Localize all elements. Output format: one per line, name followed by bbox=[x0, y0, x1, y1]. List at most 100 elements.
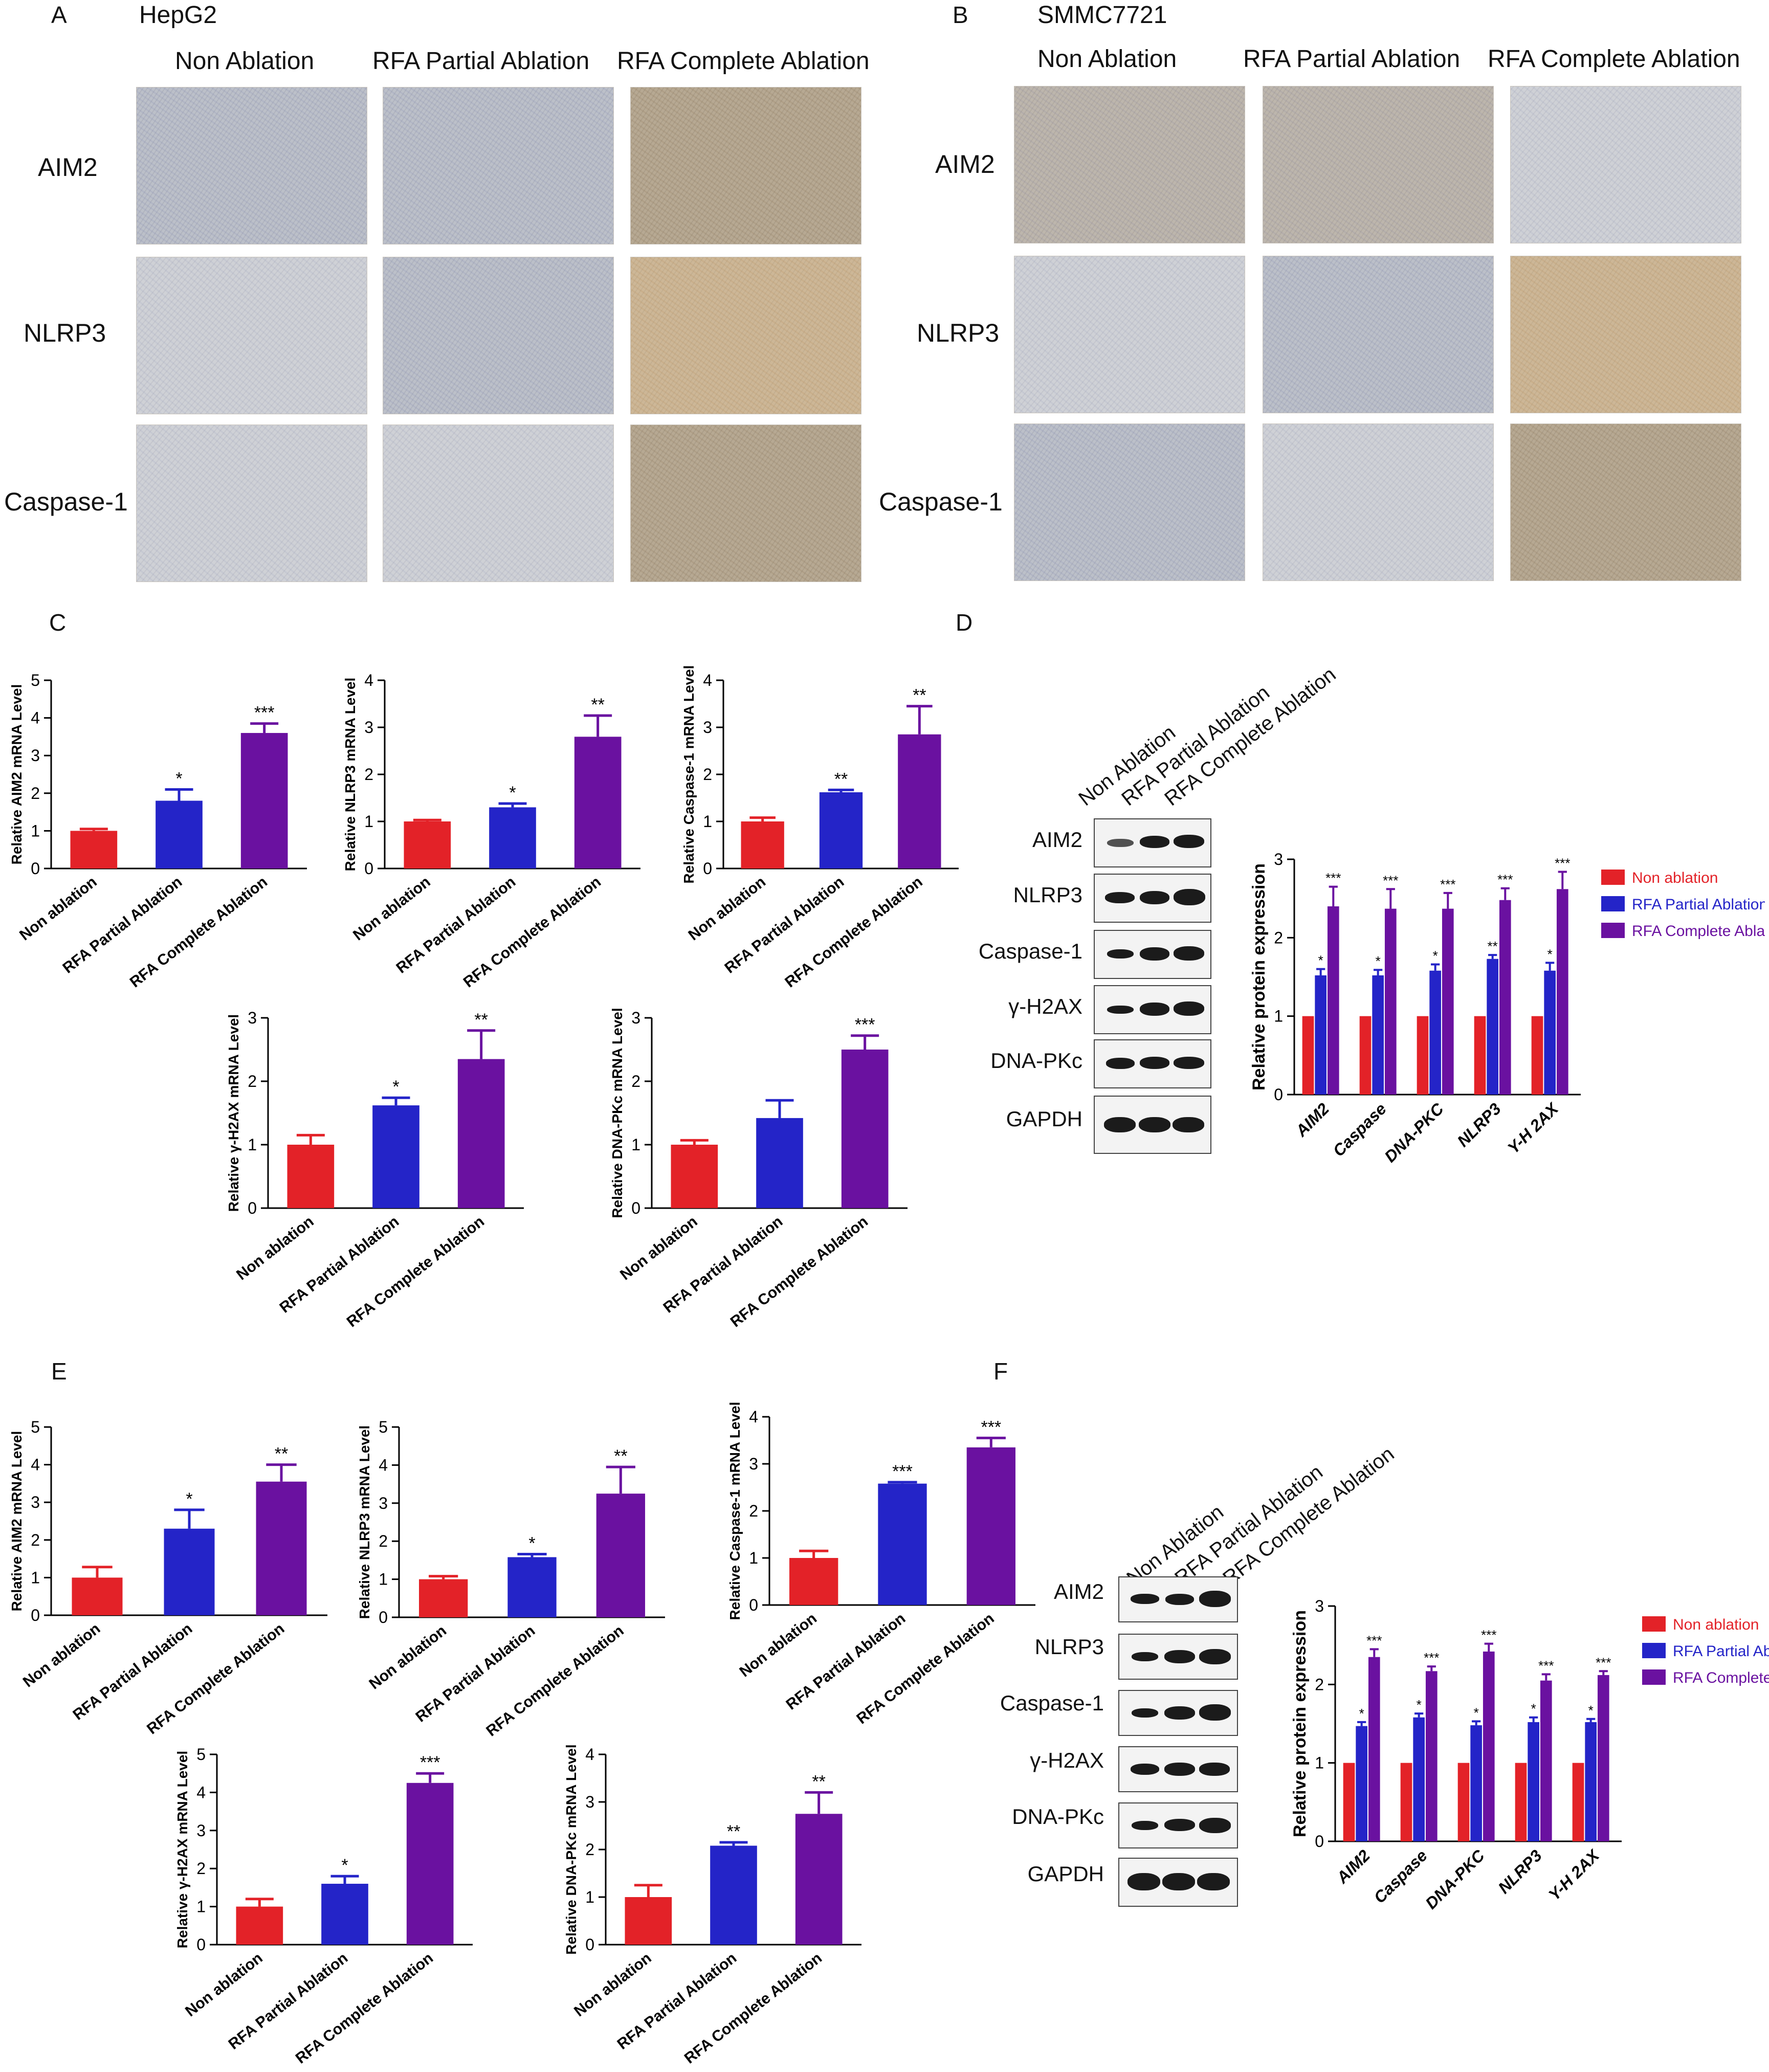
blot-row-label: DNA-PKc bbox=[990, 1049, 1082, 1073]
blot-col-header: RFA Complete Ablation bbox=[1160, 663, 1340, 811]
bar bbox=[1356, 1726, 1367, 1841]
col-header-partial-ablation: RFA Partial Ablation bbox=[1243, 46, 1461, 73]
significance-label: * bbox=[1318, 953, 1323, 968]
y-tick-label: 2 bbox=[585, 1840, 594, 1859]
bar-chart-aim2-smmc7721: 0 1 2 3 4 5 Relative AIM2 mRNA Level Non ablati… bbox=[9, 1418, 327, 1737]
significance-label: * bbox=[1359, 1706, 1364, 1721]
significance-label: *** bbox=[1555, 856, 1570, 871]
x-tick-label: NLRP3 bbox=[1494, 1846, 1545, 1897]
significance-label: * bbox=[186, 1489, 192, 1509]
bar bbox=[966, 1447, 1015, 1605]
y-tick-label: 2 bbox=[31, 1531, 40, 1549]
bar bbox=[1585, 1722, 1597, 1841]
significance-label: * bbox=[1417, 1697, 1422, 1712]
significance-label: *** bbox=[420, 1753, 440, 1772]
col-header-non-ablation: Non Ablation bbox=[175, 48, 315, 75]
x-tick-label: Non ablation bbox=[20, 1620, 103, 1691]
x-tick-label: Non ablation bbox=[350, 874, 433, 944]
significance-label: * bbox=[528, 1533, 535, 1553]
y-tick-label: 5 bbox=[196, 1745, 206, 1764]
bar bbox=[1372, 975, 1384, 1095]
blot-strip bbox=[1094, 1096, 1211, 1154]
blot-row-label: γ-H2AX bbox=[1030, 1748, 1104, 1772]
significance-label: *** bbox=[1383, 873, 1398, 888]
bar-chart-nlrp3-smmc7721: 0 1 2 3 4 5 Relative NLRP3 mRNA Level Non ablat… bbox=[357, 1418, 665, 1740]
y-tick-label: 1 bbox=[31, 1568, 40, 1587]
y-tick-label: 4 bbox=[364, 671, 373, 689]
panel-letter-b: B bbox=[953, 2, 968, 28]
y-tick-label: 5 bbox=[31, 671, 40, 689]
y-tick-label: 0 bbox=[248, 1199, 257, 1217]
y-tick-label: 2 bbox=[248, 1072, 257, 1090]
y-axis-label: Relative Caspase-1 mRNA Level bbox=[727, 1402, 743, 1620]
significance-label: *** bbox=[1481, 1628, 1496, 1643]
y-axis-label: Relative NLRP3 mRNA Level bbox=[342, 678, 358, 872]
y-tick-label: 0 bbox=[31, 1606, 40, 1624]
significance-label: *** bbox=[892, 1462, 913, 1481]
blot-row-label: GAPDH bbox=[1027, 1862, 1104, 1886]
panel-letter-a: A bbox=[51, 2, 67, 28]
y-axis-label: Relative γ-H2AX mRNA Level bbox=[226, 1014, 241, 1212]
y-tick-label: 3 bbox=[248, 1009, 257, 1027]
y-tick-label: 1 bbox=[248, 1135, 257, 1154]
x-tick-label: Non ablation bbox=[737, 1610, 820, 1681]
significance-label: *** bbox=[1538, 1658, 1554, 1673]
x-tick-label: DNA-PKC bbox=[1422, 1846, 1488, 1912]
y-tick-label: 0 bbox=[749, 1596, 758, 1614]
col-header-complete-ablation: RFA Complete Ablation bbox=[1488, 46, 1740, 73]
y-axis-label: Relative protein expression bbox=[1290, 1610, 1310, 1837]
bar bbox=[1470, 1725, 1482, 1841]
y-tick-label: 3 bbox=[1315, 1597, 1324, 1615]
y-tick-label: 0 bbox=[31, 859, 40, 878]
bar bbox=[1531, 1016, 1543, 1095]
cell-line-hepg2: HepG2 bbox=[139, 2, 217, 29]
bar bbox=[1368, 1657, 1380, 1841]
y-tick-label: 1 bbox=[364, 812, 373, 831]
y-axis-label: Relative NLRP3 mRNA Level bbox=[357, 1425, 372, 1619]
bar bbox=[1515, 1763, 1527, 1841]
x-tick-label: RFA Complete Ablation bbox=[782, 874, 925, 991]
y-tick-label: 2 bbox=[1315, 1675, 1324, 1694]
y-tick-label: 2 bbox=[749, 1502, 758, 1520]
bar bbox=[1457, 1763, 1470, 1841]
y-tick-label: 4 bbox=[31, 1456, 40, 1474]
significance-label: * bbox=[1588, 1703, 1594, 1718]
significance-label: *** bbox=[981, 1417, 1001, 1437]
blot-row-label: γ-H2AX bbox=[1008, 994, 1082, 1018]
bar bbox=[1474, 1016, 1486, 1095]
bar-chart-aim2-hepg2: 0 1 2 3 4 5 Relative AIM2 mRNA Level Non ablati… bbox=[9, 671, 307, 991]
y-tick-label: 1 bbox=[585, 1888, 594, 1906]
y-tick-label: 3 bbox=[585, 1793, 594, 1811]
x-tick-label: RFA Complete Ablation bbox=[127, 874, 271, 991]
bar bbox=[457, 1059, 505, 1208]
legend-label: RFA Complete Ablation bbox=[1673, 1669, 1769, 1686]
x-tick-label: Non ablation bbox=[366, 1622, 450, 1693]
legend-swatch bbox=[1642, 1669, 1666, 1685]
bar bbox=[1425, 1671, 1438, 1841]
bar bbox=[625, 1897, 672, 1945]
blot-strip bbox=[1118, 1858, 1238, 1907]
x-tick-label: DNA-PKC bbox=[1381, 1099, 1447, 1166]
x-tick-label: Non ablation bbox=[182, 1950, 266, 2020]
panel-letter-d: D bbox=[956, 609, 973, 636]
y-tick-label: 1 bbox=[749, 1549, 758, 1567]
y-tick-label: 4 bbox=[379, 1456, 388, 1474]
y-tick-label: 1 bbox=[31, 821, 40, 840]
y-tick-label: 1 bbox=[631, 1135, 640, 1154]
y-tick-label: 2 bbox=[379, 1532, 388, 1550]
blot-row-label: NLRP3 bbox=[1034, 1635, 1104, 1659]
bar bbox=[404, 821, 451, 868]
y-tick-label: 0 bbox=[364, 859, 373, 878]
bar bbox=[1597, 1675, 1609, 1841]
ihc-image bbox=[630, 425, 861, 582]
x-tick-label: Non ablation bbox=[571, 1950, 654, 2020]
row-label-aim2: AIM2 bbox=[38, 153, 98, 182]
ihc-image bbox=[383, 257, 614, 414]
x-tick-label: Caspase bbox=[1370, 1846, 1431, 1907]
x-tick-label: AIM2 bbox=[1292, 1099, 1333, 1140]
bar bbox=[1400, 1763, 1412, 1841]
bar bbox=[1483, 1651, 1495, 1841]
bar bbox=[756, 1118, 803, 1208]
blot-strip bbox=[1118, 1576, 1238, 1622]
y-tick-label: 3 bbox=[196, 1821, 206, 1840]
